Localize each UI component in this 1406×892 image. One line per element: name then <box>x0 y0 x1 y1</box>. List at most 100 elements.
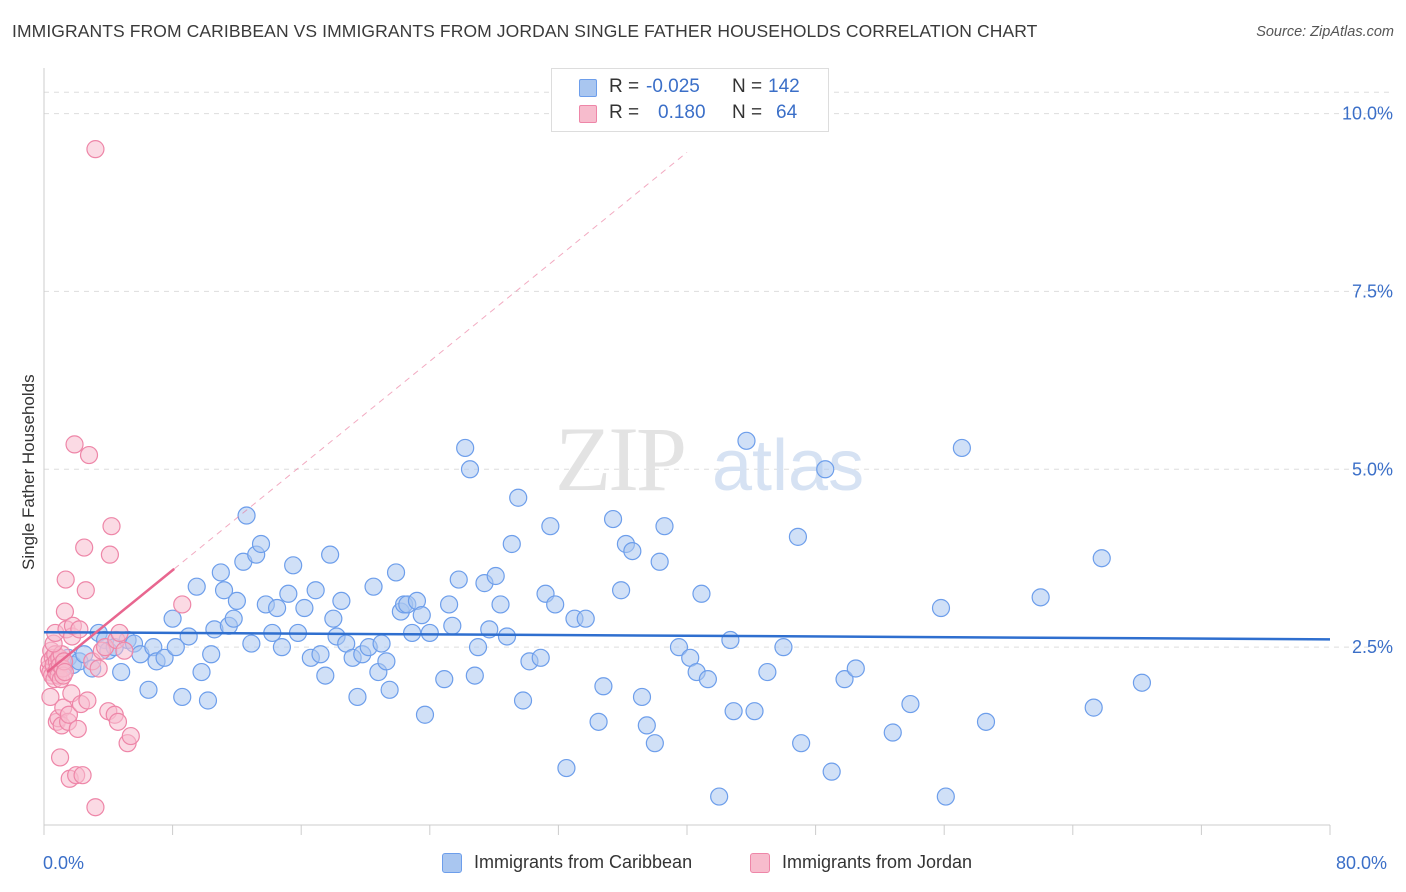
point-jordan-54 <box>100 545 120 564</box>
legend-label-caribbean: Immigrants from Caribbean <box>474 852 693 872</box>
point-jordan-43 <box>73 766 92 785</box>
point-caribbean-90 <box>531 648 550 667</box>
point-jordan-20 <box>55 662 74 682</box>
point-caribbean-64 <box>386 563 406 582</box>
point-caribbean-49 <box>316 666 335 685</box>
y-tick-label-2: 7.5% <box>1352 281 1393 301</box>
legend-n-label: N = <box>732 102 763 123</box>
legend-r-label: R = <box>609 76 640 97</box>
point-caribbean-94 <box>557 758 576 778</box>
point-caribbean-127 <box>901 694 920 714</box>
point-caribbean-61 <box>372 634 391 653</box>
point-caribbean-29 <box>214 581 234 600</box>
point-caribbean-85 <box>497 627 517 646</box>
point-caribbean-25 <box>198 691 218 710</box>
point-caribbean-104 <box>637 716 656 735</box>
y-tick-label-0: 2.5% <box>1352 637 1393 657</box>
y-tick-label-1: 5.0% <box>1352 459 1393 479</box>
series-jordan <box>39 140 192 817</box>
point-caribbean-135 <box>1132 673 1152 692</box>
legend-r-value: -0.025 <box>646 76 700 97</box>
point-caribbean-37 <box>251 534 271 554</box>
legend-r-label: R = <box>609 102 640 123</box>
point-caribbean-132 <box>1031 588 1050 607</box>
point-caribbean-122 <box>816 460 835 479</box>
point-jordan-58 <box>108 712 128 731</box>
point-caribbean-84 <box>491 595 510 614</box>
point-caribbean-128 <box>931 598 951 618</box>
point-caribbean-125 <box>846 659 865 678</box>
point-caribbean-63 <box>380 680 399 699</box>
point-caribbean-100 <box>611 581 631 600</box>
point-caribbean-88 <box>513 691 533 710</box>
point-jordan-63 <box>173 595 192 614</box>
legend-n-label: N = <box>732 76 763 97</box>
point-caribbean-40 <box>267 598 287 618</box>
point-caribbean-79 <box>465 666 484 685</box>
trend-line-jordan-extrapolated <box>173 151 688 570</box>
point-caribbean-119 <box>774 638 793 657</box>
point-jordan-41 <box>70 620 89 639</box>
point-caribbean-123 <box>822 762 841 781</box>
point-caribbean-68 <box>403 623 422 643</box>
point-caribbean-114 <box>721 630 740 650</box>
legend-swatch-caribbean <box>579 79 597 97</box>
point-caribbean-28 <box>211 563 230 582</box>
point-jordan-21 <box>41 687 60 707</box>
point-jordan-45 <box>76 581 95 600</box>
point-jordan-64 <box>86 140 105 159</box>
point-caribbean-116 <box>737 431 756 450</box>
point-caribbean-76 <box>449 570 468 589</box>
trend-line-jordan <box>46 567 175 674</box>
point-caribbean-71 <box>415 705 435 724</box>
source-credit: Source: ZipAtlas.com <box>1256 24 1394 40</box>
stats-legend-row-jordan: R = 0.180 N = 64 <box>552 100 828 126</box>
point-jordan-38 <box>65 435 84 454</box>
y-tick-labels: 2.5% 5.0% 7.5% 10.0% <box>1342 104 1393 658</box>
point-jordan-55 <box>102 517 121 536</box>
point-caribbean-19 <box>163 609 182 628</box>
point-caribbean-131 <box>976 712 996 731</box>
legend-r-value: 0.180 <box>658 102 706 123</box>
point-caribbean-75 <box>443 616 462 635</box>
point-caribbean-86 <box>502 534 521 554</box>
axes <box>43 68 1331 835</box>
point-caribbean-35 <box>242 634 261 653</box>
point-caribbean-59 <box>364 577 383 596</box>
point-caribbean-80 <box>468 638 488 657</box>
point-caribbean-121 <box>792 734 811 753</box>
point-caribbean-21 <box>173 687 192 707</box>
legend-n-value: 142 <box>768 76 800 97</box>
trend-lines <box>43 151 1331 674</box>
point-caribbean-74 <box>439 595 459 614</box>
point-caribbean-92 <box>541 517 560 536</box>
point-caribbean-72 <box>420 623 439 643</box>
point-caribbean-62 <box>377 652 396 671</box>
point-caribbean-48 <box>311 645 330 664</box>
trend-line-caribbean <box>43 630 1331 641</box>
point-caribbean-134 <box>1092 549 1111 568</box>
point-caribbean-34 <box>237 506 256 525</box>
watermark-atlas: atlas <box>712 426 864 506</box>
point-caribbean-73 <box>435 670 454 689</box>
point-caribbean-77 <box>456 438 475 458</box>
point-caribbean-32 <box>227 591 246 611</box>
point-caribbean-112 <box>698 670 717 689</box>
point-jordan-40 <box>68 719 87 739</box>
point-caribbean-97 <box>589 712 608 731</box>
point-caribbean-126 <box>883 723 902 742</box>
point-jordan-44 <box>75 538 94 557</box>
point-caribbean-118 <box>758 662 777 682</box>
watermark: ZIP atlas <box>555 408 864 510</box>
chart-title: IMMIGRANTS FROM CARIBBEAN VS IMMIGRANTS … <box>12 21 1038 41</box>
point-caribbean-93 <box>546 595 565 614</box>
watermark-zip: ZIP <box>555 408 684 510</box>
point-caribbean-11 <box>112 662 131 682</box>
legend-swatch-jordan <box>750 853 770 873</box>
legend-label-jordan: Immigrants from Jordan <box>782 852 973 872</box>
point-caribbean-53 <box>332 591 351 611</box>
point-jordan-60 <box>115 641 134 660</box>
point-caribbean-15 <box>139 680 158 699</box>
x-tick-label-max: 80.0% <box>1336 853 1388 873</box>
